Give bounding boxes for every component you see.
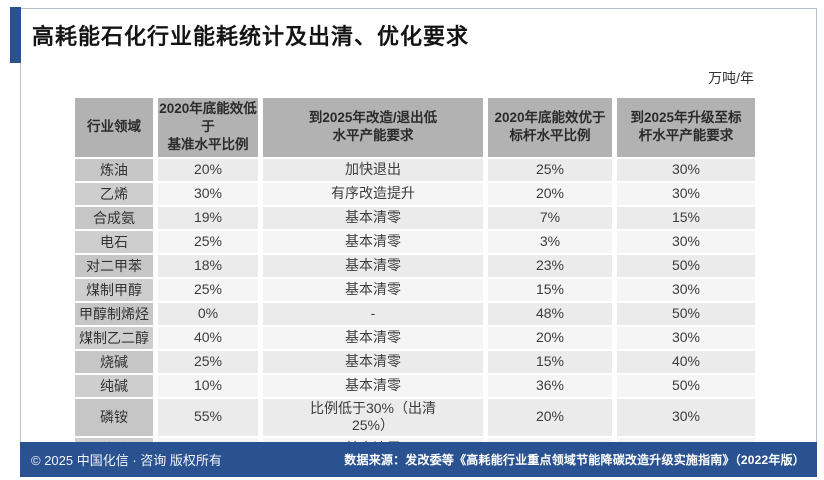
industry-cell: 磷铵 [75, 398, 153, 436]
above-benchmark-cell: 20% [488, 326, 612, 349]
below-baseline-cell: 10% [158, 374, 258, 397]
above-benchmark-cell: 48% [488, 302, 612, 325]
table-row: 甲醇制烯烃 0% - 48% 50% [75, 302, 755, 325]
above-benchmark-cell: 15% [488, 278, 612, 301]
table-row: 烧碱 25% 基本清零 15% 40% [75, 350, 755, 373]
header-above-benchmark: 2020年底能效优于 标杆水平比例 [488, 98, 612, 157]
below-baseline-cell: 30% [158, 182, 258, 205]
upgrade-requirement-cell: 30% [617, 278, 755, 301]
table-row: 煤制乙二醇 40% 基本清零 20% 30% [75, 326, 755, 349]
upgrade-requirement-cell: 50% [617, 374, 755, 397]
header-industry: 行业领域 [75, 98, 153, 157]
below-baseline-cell: 40% [158, 326, 258, 349]
industry-cell: 煤制甲醇 [75, 278, 153, 301]
copyright-text: © 2025 中国化信 · 咨询 版权所有 [31, 453, 222, 468]
above-benchmark-cell: 36% [488, 374, 612, 397]
exit-requirement-cell: 加快退出 [263, 158, 483, 181]
below-baseline-cell: 25% [158, 350, 258, 373]
exit-requirement-cell: 基本清零 [263, 350, 483, 373]
below-baseline-cell: 25% [158, 278, 258, 301]
header-below-baseline: 2020年底能效低于 基准水平比例 [158, 98, 258, 157]
industry-cell: 纯碱 [75, 374, 153, 397]
data-source-text: 数据来源：发改委等《高耗能行业重点领域节能降碳改造升级实施指南》（2022年版） [344, 453, 805, 467]
upgrade-requirement-cell: 50% [617, 302, 755, 325]
exit-requirement-cell: 基本清零 [263, 326, 483, 349]
industry-cell: 对二甲苯 [75, 254, 153, 277]
industry-cell: 煤制乙二醇 [75, 326, 153, 349]
exit-requirement-cell: 基本清零 [263, 254, 483, 277]
below-baseline-cell: 19% [158, 206, 258, 229]
page-title: 高耗能石化行业能耗统计及出清、优化要求 [32, 24, 470, 49]
exit-requirement-cell: 有序改造提升 [263, 182, 483, 205]
title-accent-bar [10, 7, 21, 63]
industry-cell: 炼油 [75, 158, 153, 181]
table-row: 合成氨 19% 基本清零 7% 15% [75, 206, 755, 229]
industry-cell: 电石 [75, 230, 153, 253]
table-row: 磷铵 55% 比例低于30%（出清 25%） 20% 30% [75, 398, 755, 436]
above-benchmark-cell: 20% [488, 182, 612, 205]
below-baseline-cell: 55% [158, 398, 258, 436]
exit-requirement-cell: 比例低于30%（出清 25%） [263, 398, 483, 436]
industry-cell: 甲醇制烯烃 [75, 302, 153, 325]
exit-requirement-cell: 基本清零 [263, 206, 483, 229]
table-header: 行业领域 2020年底能效低于 基准水平比例 到2025年改造/退出低 水平产能… [75, 98, 755, 157]
table-body: 炼油 20% 加快退出 25% 30% 乙烯 30% 有序改造提升 20% 30… [75, 158, 755, 460]
below-baseline-cell: 18% [158, 254, 258, 277]
unit-label: 万吨/年 [708, 70, 754, 86]
below-baseline-cell: 25% [158, 230, 258, 253]
upgrade-requirement-cell: 30% [617, 158, 755, 181]
upgrade-requirement-cell: 40% [617, 350, 755, 373]
industry-cell: 合成氨 [75, 206, 153, 229]
above-benchmark-cell: 3% [488, 230, 612, 253]
table-row: 电石 25% 基本清零 3% 30% [75, 230, 755, 253]
upgrade-requirement-cell: 30% [617, 326, 755, 349]
above-benchmark-cell: 23% [488, 254, 612, 277]
table-row: 煤制甲醇 25% 基本清零 15% 30% [75, 278, 755, 301]
exit-requirement-cell: 基本清零 [263, 374, 483, 397]
below-baseline-cell: 0% [158, 302, 258, 325]
table-row: 对二甲苯 18% 基本清零 23% 50% [75, 254, 755, 277]
above-benchmark-cell: 20% [488, 398, 612, 436]
table-row: 纯碱 10% 基本清零 36% 50% [75, 374, 755, 397]
above-benchmark-cell: 7% [488, 206, 612, 229]
exit-requirement-cell: 基本清零 [263, 230, 483, 253]
table-row: 炼油 20% 加快退出 25% 30% [75, 158, 755, 181]
footer-bar: © 2025 中国化信 · 咨询 版权所有 数据来源：发改委等《高耗能行业重点领… [20, 442, 817, 477]
industry-cell: 烧碱 [75, 350, 153, 373]
above-benchmark-cell: 15% [488, 350, 612, 373]
exit-requirement-cell: - [263, 302, 483, 325]
below-baseline-cell: 20% [158, 158, 258, 181]
upgrade-requirement-cell: 30% [617, 230, 755, 253]
header-row: 行业领域 2020年底能效低于 基准水平比例 到2025年改造/退出低 水平产能… [75, 98, 755, 157]
energy-consumption-table: 行业领域 2020年底能效低于 基准水平比例 到2025年改造/退出低 水平产能… [70, 96, 760, 462]
header-upgrade-requirement: 到2025年升级至标 杆水平产能要求 [617, 98, 755, 157]
upgrade-requirement-cell: 30% [617, 182, 755, 205]
above-benchmark-cell: 25% [488, 158, 612, 181]
exit-requirement-cell: 基本清零 [263, 278, 483, 301]
upgrade-requirement-cell: 50% [617, 254, 755, 277]
header-exit-requirement: 到2025年改造/退出低 水平产能要求 [263, 98, 483, 157]
industry-cell: 乙烯 [75, 182, 153, 205]
upgrade-requirement-cell: 30% [617, 398, 755, 436]
table-row: 乙烯 30% 有序改造提升 20% 30% [75, 182, 755, 205]
upgrade-requirement-cell: 15% [617, 206, 755, 229]
